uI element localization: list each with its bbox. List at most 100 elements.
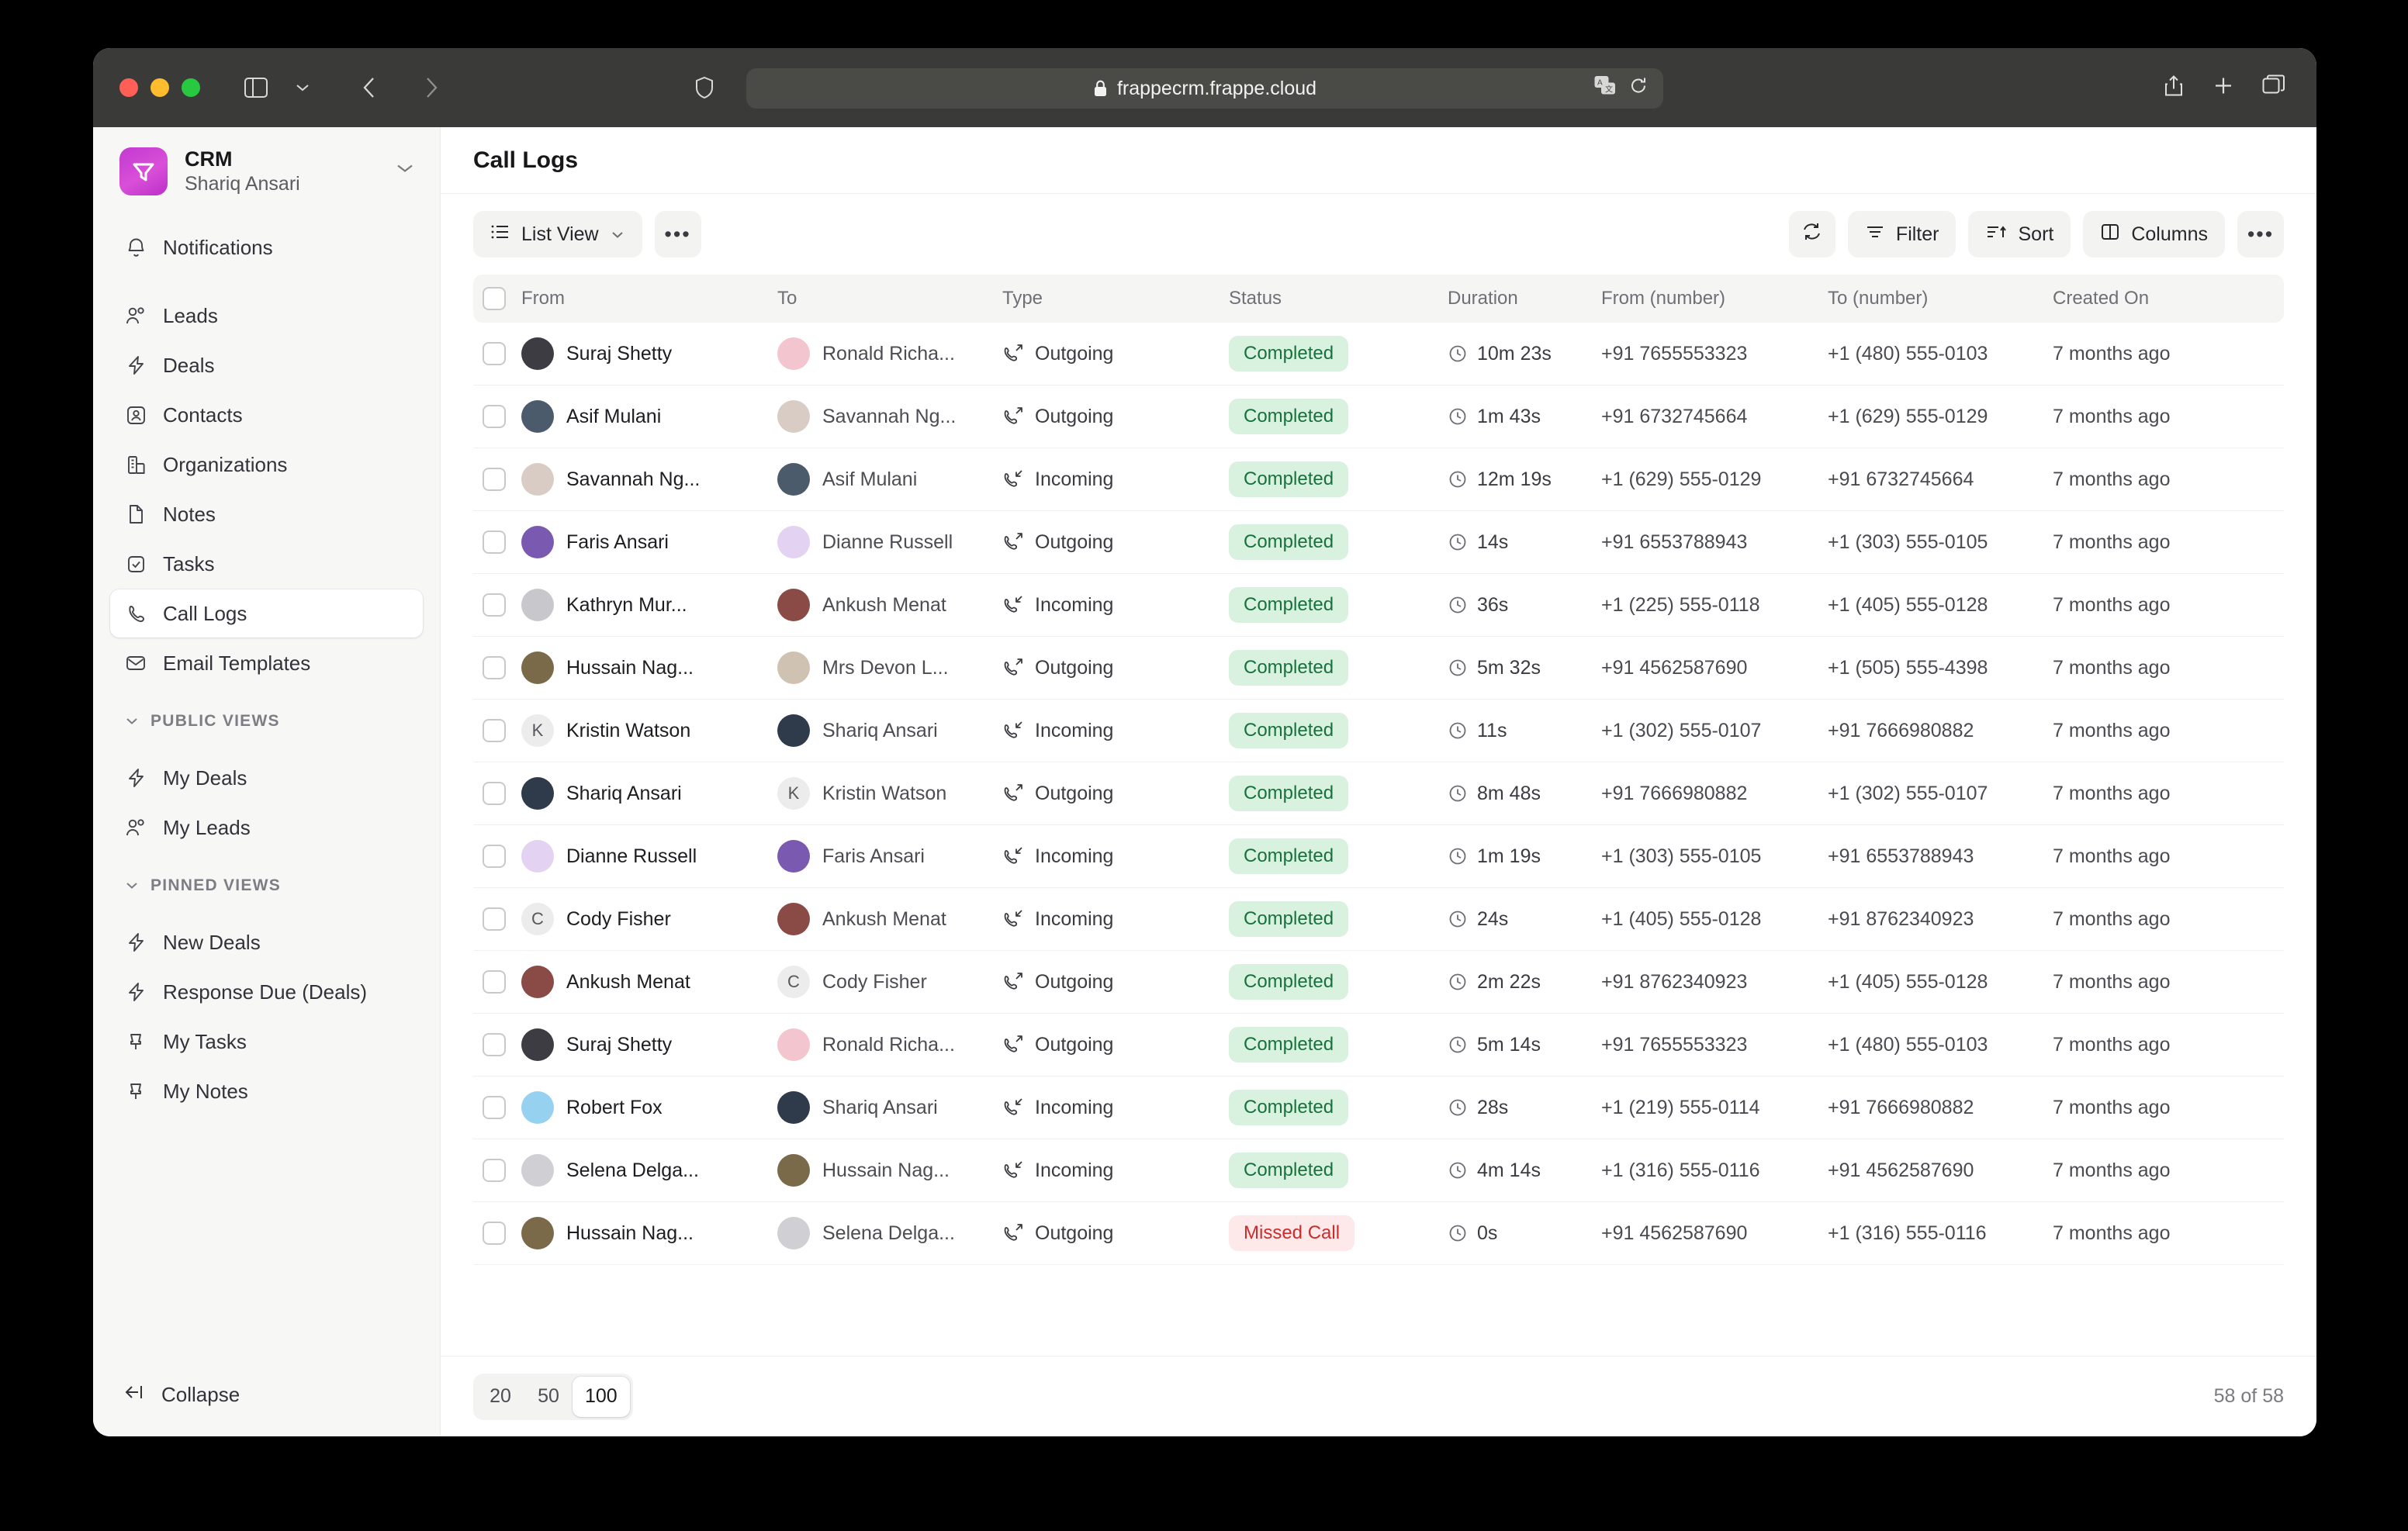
table-row[interactable]: Selena Delga... Hussain Nag... Incoming Com… xyxy=(473,1139,2284,1202)
to-name: Savannah Ng... xyxy=(822,405,957,427)
page-size-selector[interactable]: 20 50 100 xyxy=(473,1373,633,1420)
sidebar-item-leads[interactable]: Leads xyxy=(110,292,423,340)
sidebar-item-call-logs[interactable]: Call Logs xyxy=(110,589,423,638)
table-row[interactable]: Faris Ansari Dianne Russell Outgoing Comple… xyxy=(473,511,2284,574)
cell-status: Completed xyxy=(1229,713,1448,748)
column-header-from[interactable]: From xyxy=(521,288,565,309)
table-row[interactable]: C Cody Fisher Ankush Menat Incoming Complete… xyxy=(473,888,2284,951)
page-size-option-100[interactable]: 100 xyxy=(573,1376,630,1417)
row-checkbox[interactable] xyxy=(473,1096,521,1119)
cell-to-number: +1 (505) 555-4398 xyxy=(1828,656,1988,679)
maximize-window-button[interactable] xyxy=(182,78,200,97)
column-header-created-on[interactable]: Created On xyxy=(2053,288,2150,309)
row-checkbox[interactable] xyxy=(473,1033,521,1056)
row-checkbox[interactable] xyxy=(473,782,521,805)
sidebar-item-my-notes[interactable]: My Notes xyxy=(110,1067,423,1115)
table-row[interactable]: K Kristin Watson Shariq Ansari Incoming Comp… xyxy=(473,700,2284,762)
clock-icon xyxy=(1448,972,1468,992)
row-checkbox[interactable] xyxy=(473,468,521,491)
table-row[interactable]: Robert Fox Shariq Ansari Incoming Completed… xyxy=(473,1077,2284,1139)
table-row[interactable]: Ankush Menat C Cody Fisher Outgoing Complete… xyxy=(473,951,2284,1014)
row-checkbox[interactable] xyxy=(473,405,521,428)
window-traffic-lights[interactable] xyxy=(119,78,200,97)
column-header-to[interactable]: To xyxy=(777,288,797,309)
cell-created-on: 7 months ago xyxy=(2053,1159,2171,1181)
sidebar-item-label: Response Due (Deals) xyxy=(163,980,368,1004)
column-header-type[interactable]: Type xyxy=(1002,288,1043,309)
cell-type: Incoming xyxy=(1002,845,1229,868)
chevron-down-icon[interactable] xyxy=(395,162,415,178)
row-checkbox[interactable] xyxy=(473,719,521,742)
view-selector-button[interactable]: List View xyxy=(473,211,642,257)
back-arrow-icon[interactable] xyxy=(349,69,389,106)
more-options-button[interactable]: ••• xyxy=(2237,211,2284,257)
filter-button[interactable]: Filter xyxy=(1847,211,1956,257)
ellipsis-icon: ••• xyxy=(2247,222,2275,246)
share-icon[interactable] xyxy=(2163,74,2185,102)
row-checkbox[interactable] xyxy=(473,970,521,994)
row-checkbox[interactable] xyxy=(473,907,521,931)
cell-duration: 10m 23s xyxy=(1448,343,1601,365)
column-header-duration[interactable]: Duration xyxy=(1448,288,1518,309)
sidebar-toggle-icon[interactable] xyxy=(236,69,276,106)
to-name: Ronald Richa... xyxy=(822,1033,955,1056)
table-row[interactable]: Shariq Ansari K Kristin Watson Outgoing Comp… xyxy=(473,762,2284,825)
columns-button[interactable]: Columns xyxy=(2083,211,2225,257)
page-size-option-20[interactable]: 20 xyxy=(490,1385,511,1407)
section-pinned-views[interactable]: PINNED VIEWS xyxy=(110,864,423,907)
cell-to: C Cody Fisher xyxy=(777,966,1002,998)
row-checkbox[interactable] xyxy=(473,1222,521,1245)
table-row[interactable]: Asif Mulani Savannah Ng... Outgoing Complet… xyxy=(473,385,2284,448)
section-public-views[interactable]: PUBLIC VIEWS xyxy=(110,700,423,743)
sidebar-item-my-deals[interactable]: My Deals xyxy=(110,754,423,802)
row-checkbox[interactable] xyxy=(473,530,521,554)
column-header-from-number[interactable]: From (number) xyxy=(1601,288,1726,309)
select-all-checkbox[interactable] xyxy=(473,287,521,310)
refresh-button[interactable] xyxy=(1788,211,1835,257)
sidebar-item-new-deals[interactable]: New Deals xyxy=(110,918,423,966)
sidebar-item-notes[interactable]: Notes xyxy=(110,490,423,538)
sidebar-item-my-tasks[interactable]: My Tasks xyxy=(110,1018,423,1066)
row-checkbox[interactable] xyxy=(473,342,521,365)
collapse-label: Collapse xyxy=(161,1382,240,1406)
translate-icon[interactable]: A 文 xyxy=(1593,75,1617,102)
sidebar-item-organizations[interactable]: Organizations xyxy=(110,441,423,489)
cell-from: Dianne Russell xyxy=(521,840,777,873)
cell-to: Ankush Menat xyxy=(777,903,1002,935)
column-header-status[interactable]: Status xyxy=(1229,288,1282,309)
workspace-switcher[interactable]: CRM Shariq Ansari xyxy=(110,127,423,213)
sidebar-item-my-leads[interactable]: My Leads xyxy=(110,804,423,852)
sidebar-item-response-due-deals[interactable]: Response Due (Deals) xyxy=(110,968,423,1016)
sidebar-item-deals[interactable]: Deals xyxy=(110,341,423,389)
table-row[interactable]: Suraj Shetty Ronald Richa... Outgoing Compl… xyxy=(473,1014,2284,1077)
row-checkbox[interactable] xyxy=(473,593,521,617)
sidebar-item-contacts[interactable]: Contacts xyxy=(110,391,423,439)
minimize-window-button[interactable] xyxy=(150,78,169,97)
table-row[interactable]: Hussain Nag... Selena Delga... Outgoing Mis… xyxy=(473,1202,2284,1265)
sort-button[interactable]: Sort xyxy=(1968,211,2071,257)
address-bar[interactable]: frappecrm.frappe.cloud A 文 xyxy=(746,68,1663,109)
collapse-sidebar-button[interactable]: Collapse xyxy=(110,1370,423,1419)
row-checkbox[interactable] xyxy=(473,845,521,868)
sidebar-chevron-down-icon[interactable] xyxy=(282,69,323,106)
sidebar-item-notifications[interactable]: Notifications xyxy=(110,223,423,271)
new-tab-icon[interactable] xyxy=(2213,75,2234,101)
sidebar-item-tasks[interactable]: Tasks xyxy=(110,540,423,588)
view-more-button[interactable]: ••• xyxy=(654,211,701,257)
close-window-button[interactable] xyxy=(119,78,138,97)
table-row[interactable]: Dianne Russell Faris Ansari Incoming Comple… xyxy=(473,825,2284,888)
table-row[interactable]: Kathryn Mur... Ankush Menat Incoming Comple… xyxy=(473,574,2284,637)
table-row[interactable]: Hussain Nag... Mrs Devon L... Outgoing Comp… xyxy=(473,637,2284,700)
forward-arrow-icon[interactable] xyxy=(411,69,452,106)
sidebar-item-email-templates[interactable]: Email Templates xyxy=(110,639,423,687)
table-row[interactable]: Savannah Ng... Asif Mulani Incoming Complet… xyxy=(473,448,2284,511)
page-size-option-50[interactable]: 50 xyxy=(538,1385,559,1407)
call-incoming-icon xyxy=(1002,595,1024,615)
row-checkbox[interactable] xyxy=(473,1159,521,1182)
column-header-to-number[interactable]: To (number) xyxy=(1828,288,1929,309)
tab-overview-icon[interactable] xyxy=(2262,74,2285,101)
row-checkbox[interactable] xyxy=(473,656,521,679)
reload-icon[interactable] xyxy=(1629,76,1648,102)
table-row[interactable]: Suraj Shetty Ronald Richa... Outgoing Compl… xyxy=(473,323,2284,385)
shield-icon[interactable] xyxy=(684,69,725,106)
